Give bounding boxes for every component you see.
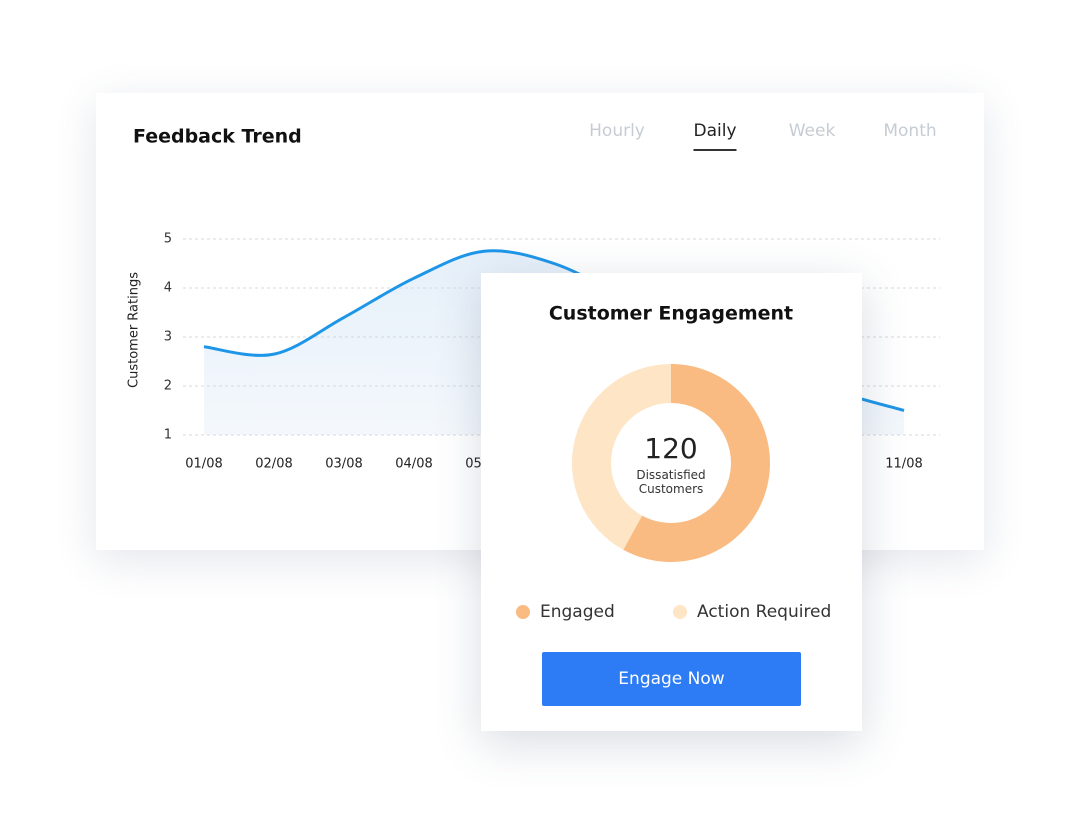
engage-button[interactable]: Engage Now <box>542 652 801 706</box>
tab[interactable]: Month <box>883 121 937 141</box>
donut-segment <box>572 364 671 550</box>
tab[interactable]: Week <box>788 121 836 141</box>
tab[interactable]: Hourly <box>589 121 645 141</box>
legend-label: Engaged <box>540 602 615 622</box>
legend-swatch <box>673 605 687 619</box>
total-label: Dissatisfied Customers <box>636 468 706 496</box>
legend-swatch <box>516 605 530 619</box>
legend-label: Action Required <box>697 602 831 622</box>
tab[interactable]: Daily <box>693 121 737 151</box>
chart-title: Customer Engagement <box>549 303 793 325</box>
donut-segment <box>623 364 770 562</box>
total-value: 120 <box>644 432 697 465</box>
donut-chart: Customer Engagement 120 Engaged Action Re… <box>516 303 831 622</box>
engagement-card: Customer Engagement 120 Engaged Action Re… <box>481 273 862 731</box>
